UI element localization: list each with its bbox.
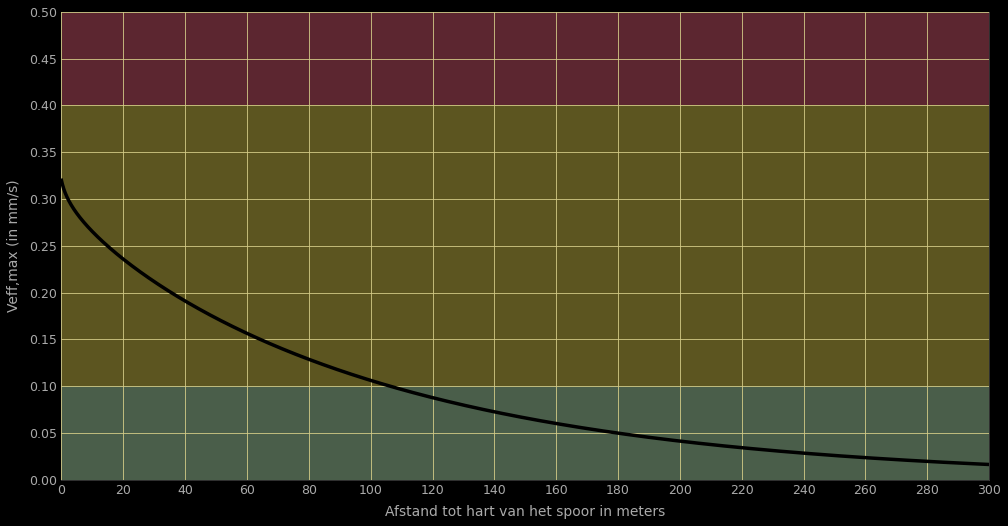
X-axis label: Afstand tot hart van het spoor in meters: Afstand tot hart van het spoor in meters (385, 505, 665, 519)
Bar (61, 386, 989, 480)
Bar (61, 106, 989, 386)
Y-axis label: Veff,max (in mm/s): Veff,max (in mm/s) (7, 179, 21, 312)
Bar (61, 12, 989, 106)
